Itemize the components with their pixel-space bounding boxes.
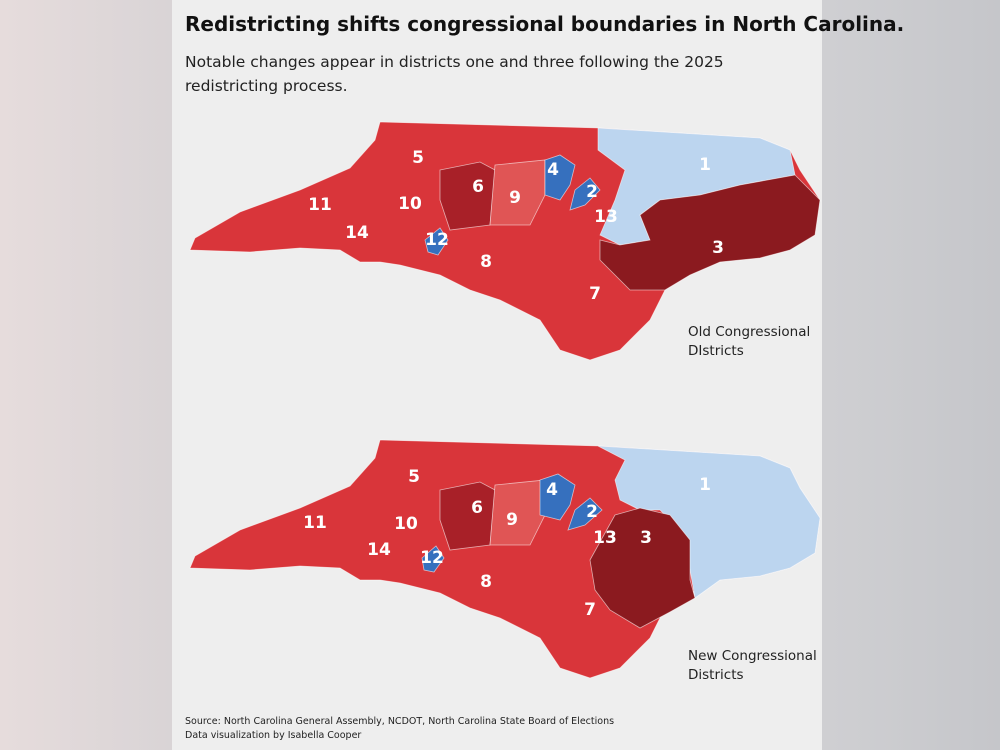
map-caption: Old Congressional DIstricts (688, 324, 811, 359)
old-map (189, 121, 821, 361)
district-area (421, 545, 445, 573)
district-label: 3 (712, 238, 724, 258)
district-label: 14 (367, 540, 391, 560)
new-map (189, 439, 821, 679)
source: Source: North Carolina General Assembly,… (185, 716, 615, 727)
district-area (589, 507, 696, 629)
district-area (439, 481, 496, 551)
district-area (539, 473, 576, 521)
district-label: 2 (586, 182, 598, 202)
district-label: 7 (589, 284, 601, 304)
district-area (439, 161, 496, 231)
district-label: 14 (345, 223, 369, 243)
credit: Data visualization by Isabella Cooper (185, 730, 362, 741)
district-label: 1 (699, 155, 711, 175)
district-label: 4 (547, 160, 559, 180)
district-label: 12 (425, 230, 449, 250)
district-area (424, 227, 449, 256)
district-area (599, 174, 821, 291)
district-label: 11 (303, 513, 327, 533)
district-label: 13 (594, 207, 618, 227)
district-label: 6 (472, 177, 484, 197)
district-label: 12 (420, 548, 444, 568)
district-area (567, 497, 603, 531)
district-label: 10 (398, 194, 422, 214)
district-label: 8 (480, 252, 492, 272)
district-label: 13 (593, 528, 617, 548)
district-area (489, 159, 546, 226)
district-label: 10 (394, 514, 418, 534)
subtitle: Notable changes appear in districts one … (185, 53, 724, 95)
district-label: 3 (640, 528, 652, 548)
district-area (489, 479, 546, 546)
district-label: 2 (586, 502, 598, 522)
district-label: 9 (509, 188, 521, 208)
district-label: 5 (408, 467, 420, 487)
district-label: 7 (584, 600, 596, 620)
title: Redistricting shifts congressional bound… (185, 12, 905, 36)
district-label: 11 (308, 195, 332, 215)
district-area (544, 154, 576, 201)
district-label: 9 (506, 510, 518, 530)
district-area (569, 177, 601, 211)
map-caption: New Congressional Districts (688, 648, 817, 683)
district-label: 4 (546, 480, 558, 500)
district-label: 1 (699, 475, 711, 495)
district-label: 6 (471, 498, 483, 518)
district-label: 8 (480, 572, 492, 592)
district-label: 5 (412, 148, 424, 168)
district-area (597, 445, 821, 599)
